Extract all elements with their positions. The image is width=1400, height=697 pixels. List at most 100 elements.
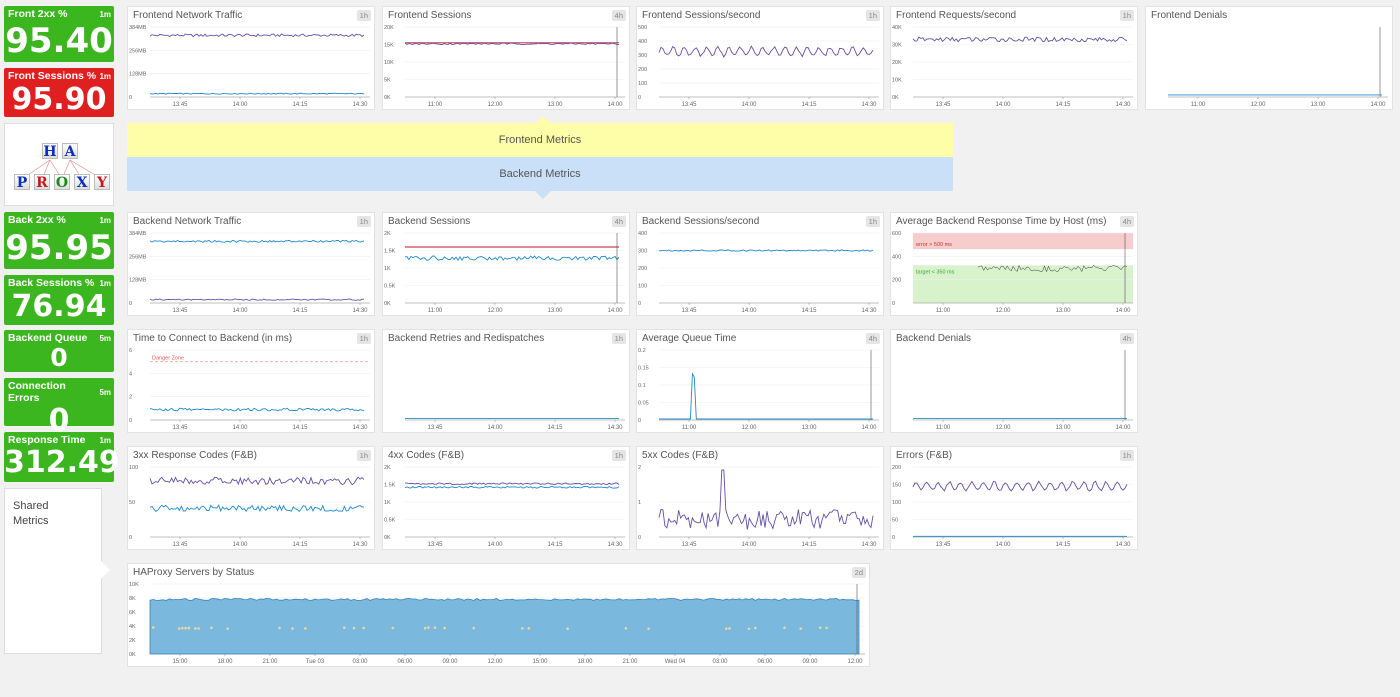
widget-frontend-sessions-per-second[interactable]: Frontend Sessions/second 1h 500 400 300 200 10… xyxy=(636,6,884,110)
timeframe-badge[interactable]: 4h xyxy=(865,333,880,344)
x-tick-label: 18:00 xyxy=(217,659,233,665)
chart-plot: 100 50 0 13:45 14:00 14:15 14:30 xyxy=(129,465,370,548)
chart-plot: 20K 15K 10K 5K 0K 11:00 12:00 13:00 14:00 xyxy=(384,25,625,108)
widget-backend-network-traffic[interactable]: Backend Network Traffic 1h 384MB 256MB 128MB… xyxy=(127,212,375,316)
y-tick-label: 200 xyxy=(892,278,901,284)
x-tick-label: 11:00 xyxy=(428,102,443,108)
x-tick-label: 13:45 xyxy=(681,102,697,108)
widget-time-to-connect[interactable]: Time to Connect to Backend (in ms) 1h Dang… xyxy=(127,329,375,433)
timeframe-badge[interactable]: 2d xyxy=(851,567,866,578)
kpi-interval: 5m xyxy=(99,387,111,397)
x-tick-label: 14:30 xyxy=(1115,102,1131,108)
widget-frontend-denials[interactable]: Frontend Denials 11:00 12:00 13:00 14:00 xyxy=(1145,6,1393,110)
y-tick-label: 200 xyxy=(638,67,647,73)
timeframe-badge[interactable]: 1h xyxy=(865,10,880,21)
series-point xyxy=(210,626,213,630)
timeframe-badge[interactable]: 4h xyxy=(611,216,626,227)
error-zone-label: error > 500 ms xyxy=(916,242,952,248)
widget-3xx-response-codes[interactable]: 3xx Response Codes (F&B) 1h 100 50 0 13:45 14:… xyxy=(127,446,375,550)
y-tick-label: 6K xyxy=(129,610,136,616)
widget-5xx-codes[interactable]: 5xx Codes (F&B) 2 1 0 13:45 14:00 14:15 14:30 xyxy=(636,446,884,550)
x-tick-label: 14:00 xyxy=(1115,425,1131,431)
y-tick-label: 600 xyxy=(892,231,901,237)
widget-average-queue-time[interactable]: Average Queue Time 4h 0.2 0.15 0.1 0.05 0 11:00… xyxy=(636,329,884,433)
y-tick-label: 150 xyxy=(892,483,901,489)
timeframe-badge[interactable]: 4h xyxy=(611,10,626,21)
series-point xyxy=(181,626,184,630)
y-tick-label: 0K xyxy=(892,95,899,101)
widget-haproxy-servers-by-status[interactable]: HAProxy Servers by Status 2d 10K 8K 6K 4K 2K 0K… xyxy=(127,563,870,667)
series-area-0 xyxy=(149,597,860,655)
x-tick-label: 13:45 xyxy=(172,425,188,431)
note-pointer xyxy=(101,561,110,579)
y-tick-label: 2 xyxy=(129,395,132,401)
series-line-0 xyxy=(149,407,365,412)
series-point xyxy=(433,626,437,630)
x-tick-label: 13:45 xyxy=(681,308,697,314)
timeframe-badge[interactable]: 1h xyxy=(356,333,371,344)
x-tick-label: 12:00 xyxy=(995,425,1011,431)
x-tick-label: 14:30 xyxy=(607,542,623,548)
timeframe-badge[interactable]: 1h xyxy=(1119,450,1134,461)
x-tick-label: 14:00 xyxy=(487,425,503,431)
x-tick-label: 14:30 xyxy=(861,308,877,314)
widget-backend-sessions[interactable]: Backend Sessions 4h 2K 1.5K 1K 0.5K 0K 11:00 12:… xyxy=(382,212,630,316)
y-tick-label: 100 xyxy=(892,500,901,506)
x-tick-label: 14:00 xyxy=(1370,102,1386,108)
kpi-back-2xx[interactable]: Back 2xx % 1m 95.95 xyxy=(4,212,114,269)
x-tick-label: 13:00 xyxy=(547,102,563,108)
series-line-0 xyxy=(977,264,1128,273)
kpi-front-sessions[interactable]: Front Sessions % 1m 95.90 xyxy=(4,68,114,117)
kpi-front-2xx[interactable]: Front 2xx % 1m 95.40 xyxy=(4,6,114,62)
timeframe-badge[interactable]: 1h xyxy=(611,450,626,461)
widget-backend-sessions-per-second[interactable]: Backend Sessions/second 1h 400 300 200 100 0 13… xyxy=(636,212,884,316)
widget-backend-retries[interactable]: Backend Retries and Redispatches 1h 13:45 1… xyxy=(382,329,630,433)
kpi-backend-queue[interactable]: Backend Queue 5m 0 xyxy=(4,330,114,372)
kpi-response-time[interactable]: Response Time 1m 312.49 xyxy=(4,432,120,482)
series-line-0 xyxy=(658,469,874,530)
widget-frontend-requests-per-second[interactable]: Frontend Requests/second 1h 40K 30K 20K 10K 0K… xyxy=(890,6,1138,110)
chart-plot: 0.2 0.15 0.1 0.05 0 11:00 12:00 13:00 14:00 xyxy=(638,348,879,431)
x-tick-label: 12:00 xyxy=(995,308,1011,314)
series-line-1 xyxy=(404,485,620,489)
series-point xyxy=(291,627,294,630)
logo-letter-x: X xyxy=(74,174,90,191)
widget-frontend-sessions[interactable]: Frontend Sessions 4h 20K 15K 10K 5K 0K 11:00 12:… xyxy=(382,6,630,110)
timeframe-badge[interactable]: 1h xyxy=(356,10,371,21)
band-notch xyxy=(535,191,551,199)
timeframe-badge[interactable]: 1h xyxy=(865,216,880,227)
kpi-connection-errors[interactable]: Connection Errors 5m 0 xyxy=(4,378,114,436)
x-tick-label: 13:45 xyxy=(172,308,188,314)
timeframe-badge[interactable]: 1h xyxy=(611,333,626,344)
widget-backend-denials[interactable]: Backend Denials 4h 11:00 12:00 13:00 14:00 xyxy=(890,329,1138,433)
y-tick-label: 5K xyxy=(384,78,391,84)
widget-avg-backend-response-time[interactable]: Average Backend Response Time by Host (m… xyxy=(890,212,1138,316)
error-zone xyxy=(913,233,1133,250)
series-point xyxy=(278,626,281,630)
kpi-back-sessions[interactable]: Back Sessions % 1m 76.94 xyxy=(4,275,114,325)
x-tick-label: 14:00 xyxy=(741,102,757,108)
kpi-interval: 1m xyxy=(99,215,111,225)
y-tick-label: 0 xyxy=(638,301,641,307)
widget-frontend-network-traffic[interactable]: Frontend Network Traffic 1h 384MB 256MB 128M… xyxy=(127,6,375,110)
chart-plot: Danger Zone 6 4 2 0 13:45 14:00 14:15 14:30 xyxy=(129,348,370,431)
backend-metrics-band: Backend Metrics xyxy=(127,157,953,191)
widget-title: 5xx Codes (F&B) xyxy=(642,450,719,461)
timeframe-badge[interactable]: 1h xyxy=(1119,10,1134,21)
chart-plot: 384MB 256MB 128MB 0 13:45 14:00 14:15 14:30 xyxy=(129,25,370,108)
timeframe-badge[interactable]: 4h xyxy=(1119,216,1134,227)
timeframe-badge[interactable]: 1h xyxy=(356,450,371,461)
widget-4xx-codes[interactable]: 4xx Codes (F&B) 1h 2K 1.5K 1K 0.5K 0K 13:45 14:0… xyxy=(382,446,630,550)
x-tick-label: 14:00 xyxy=(741,542,757,548)
y-tick-label: 0.1 xyxy=(638,383,646,389)
widget-errors-fb[interactable]: Errors (F&B) 1h 200 150 100 50 0 13:45 14:00 14:1… xyxy=(890,446,1138,550)
timeframe-badge[interactable]: 4h xyxy=(1119,333,1134,344)
series-point xyxy=(352,626,356,630)
widget-title: Backend Retries and Redispatches xyxy=(388,333,545,344)
y-tick-label: 500 xyxy=(638,25,647,31)
timeframe-badge[interactable]: 1h xyxy=(356,216,371,227)
y-tick-label: 4 xyxy=(129,371,132,377)
widget-title: Average Queue Time xyxy=(642,333,737,344)
logo-letter-p: P xyxy=(14,174,30,191)
logo-lines xyxy=(21,159,103,180)
